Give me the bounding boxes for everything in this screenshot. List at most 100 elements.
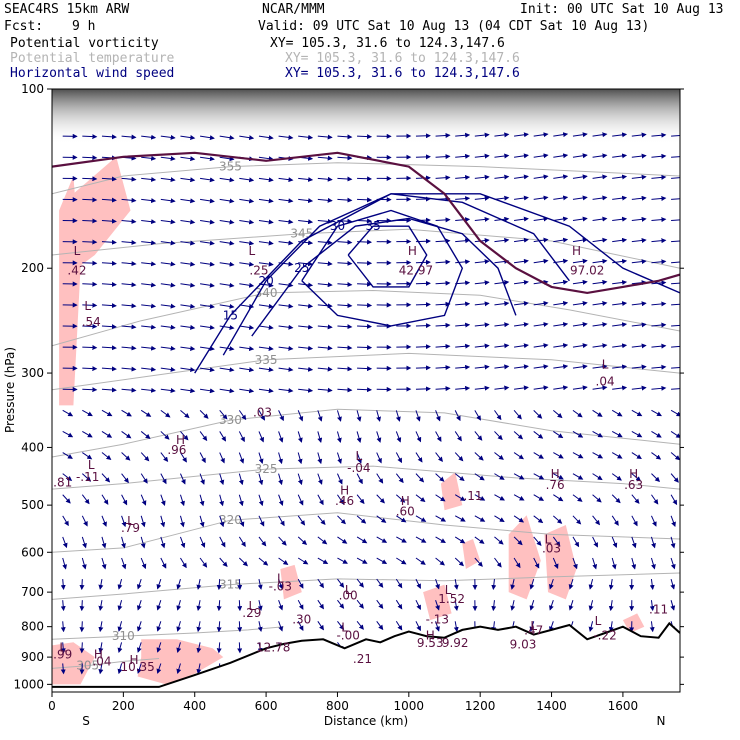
pv-extremum-label: L <box>545 533 552 547</box>
wind-vector <box>611 473 622 481</box>
wind-vector <box>200 198 215 204</box>
wind-vector <box>592 364 608 370</box>
wind-vector <box>156 642 162 653</box>
wind-vector <box>514 174 529 180</box>
wind-vector <box>121 240 137 246</box>
pv-extremum-label: -.13 <box>426 612 449 626</box>
wind-vector <box>415 578 421 589</box>
wind-vector <box>180 431 189 441</box>
wind-vector <box>238 536 246 548</box>
wind-vector <box>337 303 353 309</box>
wind-vector <box>553 300 569 306</box>
wind-vector <box>101 536 107 549</box>
wind-vector <box>258 324 274 330</box>
wind-vector <box>631 153 647 159</box>
pv-extremum-label: L <box>88 458 95 472</box>
theta-contour <box>52 465 680 490</box>
wind-vector <box>219 388 235 394</box>
wind-vector <box>239 177 255 183</box>
wind-vector <box>549 578 554 590</box>
wind-vector <box>455 385 471 391</box>
wind-vector <box>337 620 345 631</box>
wind-vector <box>317 303 333 309</box>
wind-vector <box>514 343 529 349</box>
wind-vector <box>396 515 407 523</box>
wind-vector <box>219 431 227 442</box>
pv-extremum-label: .96 <box>167 443 186 457</box>
plot-frame <box>51 88 681 693</box>
wind-vector <box>141 261 157 267</box>
wind-vector <box>317 282 333 288</box>
x-tick-label: 1200 <box>465 699 496 713</box>
x-tick-label: 400 <box>183 699 206 713</box>
pv-extremum-label: -.04 <box>347 461 370 475</box>
wind-vector <box>121 494 128 506</box>
pv-extremum-label: H <box>426 628 435 642</box>
wind-vector <box>200 303 215 309</box>
wind-vector <box>62 494 71 504</box>
wind-vector <box>317 473 323 485</box>
wind-vector <box>494 494 505 501</box>
wind-vector <box>200 240 215 246</box>
wind-vector <box>533 174 549 180</box>
wind-vector <box>435 410 441 422</box>
wind-vector <box>670 452 680 461</box>
wind-vector <box>98 621 104 633</box>
pv-extremum-label: -.22 <box>593 628 616 642</box>
wind-vector <box>572 364 588 370</box>
wind-vector <box>455 259 471 265</box>
wind-vector <box>101 281 117 287</box>
wind-vector <box>141 324 157 330</box>
wind-vector <box>474 494 486 501</box>
wind-vector <box>435 343 451 349</box>
wind-vector <box>651 343 667 349</box>
wind-vector <box>671 240 680 243</box>
wind-vector <box>533 258 549 264</box>
wind-vector <box>435 557 445 566</box>
pv-extremum-label: H <box>629 467 638 481</box>
wind-vector <box>121 409 132 417</box>
wind-vector <box>62 515 69 527</box>
wind-vector <box>317 345 333 351</box>
wind-vector <box>121 134 137 140</box>
wind-vector <box>494 343 510 349</box>
wind-vector <box>101 409 113 417</box>
wind-vector <box>611 409 623 417</box>
wind-vector <box>510 600 516 611</box>
pv-extremum-label: .76 <box>546 478 565 492</box>
wind-vector <box>494 515 505 523</box>
wind-vector <box>121 536 126 549</box>
pv-positive-region <box>423 584 452 621</box>
wind-vector <box>592 301 608 306</box>
wind-vector <box>513 473 525 480</box>
wind-vector <box>117 621 123 632</box>
wind-vector <box>357 281 373 287</box>
wind-vector <box>588 600 594 611</box>
wind-vector <box>79 600 85 612</box>
wind-vector <box>572 385 588 391</box>
y-tick-label: 100 <box>21 82 44 96</box>
wind-vector <box>357 302 373 308</box>
wind-vector <box>494 431 503 441</box>
wind-vector <box>239 388 255 394</box>
pv-extremum-label: H <box>408 244 417 258</box>
wind-vector <box>141 176 157 182</box>
pv-positive-region <box>462 539 481 569</box>
wind-vector <box>180 557 187 569</box>
wind-vector <box>376 410 382 422</box>
pv-extremum-label: L <box>84 299 91 313</box>
theta-contour-label: 345 <box>290 227 313 241</box>
wind-vector <box>101 324 117 330</box>
wind-vector <box>415 386 431 392</box>
wind-vector <box>200 282 215 288</box>
wind-vector <box>533 385 549 391</box>
wind-vector <box>514 258 529 264</box>
theta-contour-label: 315 <box>219 578 242 592</box>
wind-vector <box>592 409 603 417</box>
wind-vector <box>533 536 542 547</box>
wind-vector <box>553 431 564 439</box>
wind-vector <box>671 198 680 200</box>
wind-vector <box>455 132 471 138</box>
wind-vector <box>651 409 662 417</box>
wind-vector <box>612 132 628 138</box>
